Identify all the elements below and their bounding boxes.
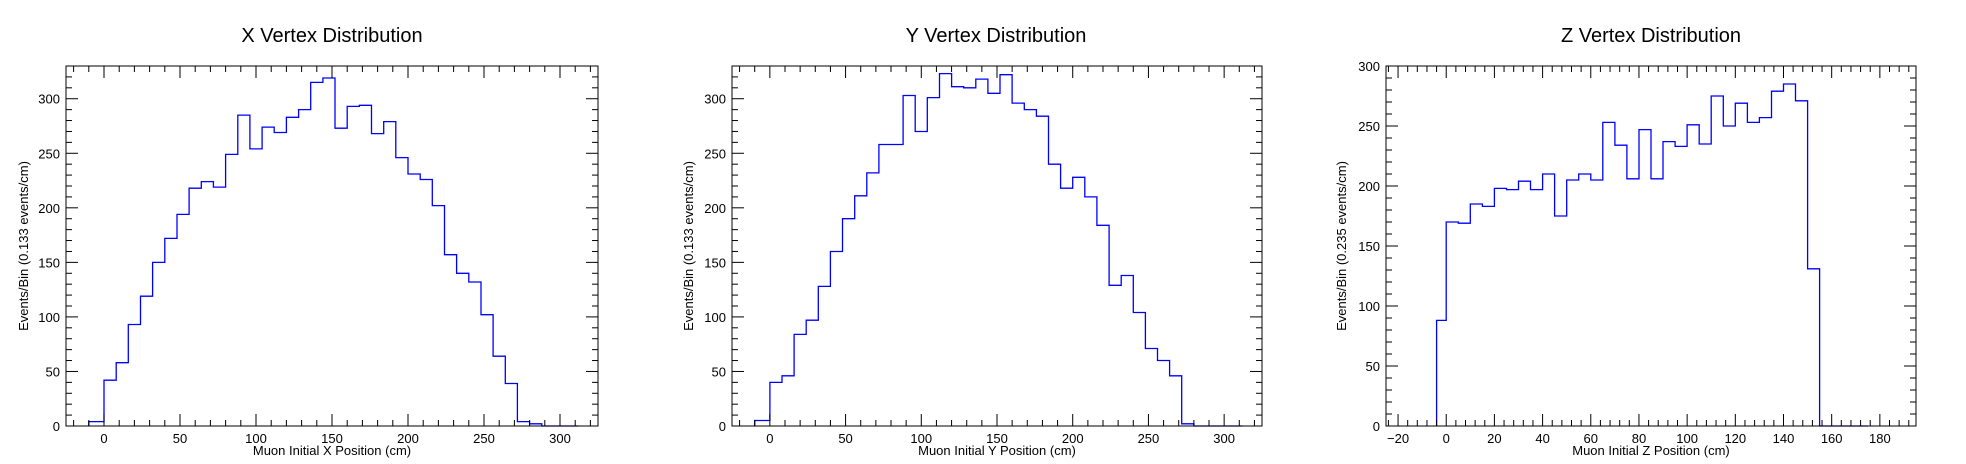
x-axis-label: Muon Initial Z Position (cm) [1572, 443, 1730, 458]
x-tick-label: 150 [986, 431, 1008, 446]
histogram-line [88, 77, 579, 427]
y-tick-label: 300 [38, 92, 60, 107]
x-tick-label: 160 [1821, 431, 1843, 446]
chart-title: Y Vertex Distribution [906, 25, 1087, 47]
histogram-line [754, 72, 1243, 427]
x-tick-label: 50 [173, 431, 187, 446]
x-tick-label: 100 [245, 431, 267, 446]
y-tick-label: 0 [1373, 419, 1380, 434]
y-tick-label: 50 [1366, 359, 1380, 374]
y-tick-label: 300 [1358, 59, 1380, 74]
y-tick-label: 150 [704, 255, 726, 270]
x-tick-label: 140 [1773, 431, 1795, 446]
chart-panel-3: Z Vertex Distribution −20 0 20 40 60 80 100 120 1… [1334, 25, 1917, 458]
x-axis-label: Muon Initial X Position (cm) [253, 443, 411, 458]
y-tick-label: 0 [53, 419, 60, 434]
y-tick-label: 200 [38, 201, 60, 216]
x-tick-label: 0 [100, 431, 107, 446]
histogram-line [1435, 83, 1868, 427]
x-tick-label: 250 [1138, 431, 1160, 446]
x-tick-label: 300 [1213, 431, 1235, 446]
y-tick-label: 250 [1358, 119, 1380, 134]
x-tick-label: 40 [1535, 431, 1549, 446]
y-tick-label: 250 [704, 146, 726, 161]
y-tick-label: 200 [1358, 179, 1380, 194]
y-tick-label: 150 [1358, 239, 1380, 254]
x-tick-label: −20 [1387, 431, 1409, 446]
y-tick-label: 100 [1358, 299, 1380, 314]
y-axis-label: Events/Bin (0.235 events/cm) [1334, 161, 1349, 331]
y-tick-label: 100 [38, 310, 60, 325]
x-tick-label: 250 [473, 431, 495, 446]
x-tick-label: 50 [838, 431, 852, 446]
x-axis-label: Muon Initial Y Position (cm) [918, 443, 1076, 458]
chart-panel-1: X Vertex Distribution 0 50 100 150 200 250 300 0… [16, 25, 599, 458]
y-tick-label: 300 [704, 92, 726, 107]
x-tick-label: 200 [397, 431, 419, 446]
chart-panel-2: Y Vertex Distribution 0 50 100 150 200 250 300 0… [681, 25, 1263, 458]
x-tick-label: 300 [549, 431, 571, 446]
x-tick-label: 80 [1632, 431, 1646, 446]
y-tick-label: 200 [704, 201, 726, 216]
x-tick-label: 100 [1676, 431, 1698, 446]
chart-title: X Vertex Distribution [241, 25, 422, 47]
y-tick-label: 50 [46, 364, 60, 379]
y-tick-label: 100 [704, 310, 726, 325]
x-tick-label: 0 [766, 431, 773, 446]
x-tick-label: 180 [1869, 431, 1891, 446]
x-tick-label: 200 [1062, 431, 1084, 446]
x-tick-label: 20 [1487, 431, 1501, 446]
chart-title: Z Vertex Distribution [1561, 25, 1741, 47]
x-tick-label: 0 [1443, 431, 1450, 446]
y-axis-label: Events/Bin (0.133 events/cm) [681, 161, 696, 331]
y-tick-label: 150 [38, 255, 60, 270]
y-tick-label: 50 [712, 364, 726, 379]
y-axis-label: Events/Bin (0.133 events/cm) [16, 161, 31, 331]
x-tick-label: 60 [1584, 431, 1598, 446]
y-tick-label: 250 [38, 146, 60, 161]
x-tick-label: 100 [910, 431, 932, 446]
x-tick-label: 120 [1724, 431, 1746, 446]
x-tick-label: 150 [321, 431, 343, 446]
y-tick-label: 0 [719, 419, 726, 434]
